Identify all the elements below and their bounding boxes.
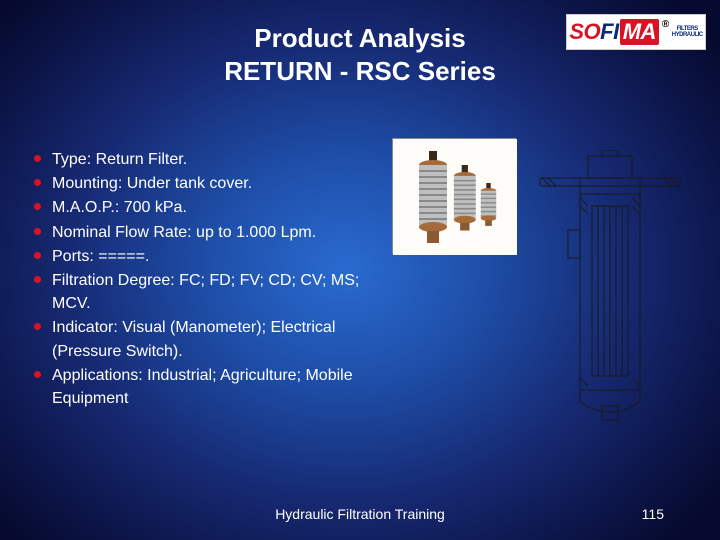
logo-part-so: SO bbox=[569, 19, 600, 45]
diagram-icon bbox=[530, 150, 690, 440]
slide: SO FI MA ® FILTERS HYDRAULIC Product Ana… bbox=[0, 0, 720, 540]
photo-illustration-icon bbox=[393, 139, 517, 255]
bullet-item: Mounting: Under tank cover. bbox=[32, 172, 402, 195]
bullet-item: Applications: Industrial; Agriculture; M… bbox=[32, 364, 402, 410]
footer-text: Hydraulic Filtration Training bbox=[0, 506, 720, 522]
bullet-item: Filtration Degree: FC; FD; FV; CD; CV; M… bbox=[32, 269, 402, 315]
page-number: 115 bbox=[642, 506, 664, 522]
logo-part-fi: FI bbox=[600, 19, 619, 45]
bullet-item: Indicator: Visual (Manometer); Electrica… bbox=[32, 316, 402, 362]
bullet-list: Type: Return Filter.Mounting: Under tank… bbox=[32, 148, 402, 410]
bullet-item: M.A.O.P.: 700 kPa. bbox=[32, 196, 402, 219]
bullet-item: Type: Return Filter. bbox=[32, 148, 402, 171]
brand-logo: SO FI MA ® FILTERS HYDRAULIC bbox=[566, 14, 706, 50]
title-line-2: RETURN - RSC Series bbox=[0, 55, 720, 88]
content-area: Type: Return Filter.Mounting: Under tank… bbox=[32, 148, 402, 411]
technical-diagram bbox=[530, 150, 690, 440]
logo-part-ma: MA bbox=[620, 19, 659, 45]
logo-side-bottom: HYDRAULIC bbox=[672, 32, 703, 38]
bullet-item: Ports: =====. bbox=[32, 245, 402, 268]
logo-side: FILTERS HYDRAULIC bbox=[672, 26, 703, 38]
logo-reg: ® bbox=[662, 19, 669, 30]
bullet-item: Nominal Flow Rate: up to 1.000 Lpm. bbox=[32, 221, 402, 244]
product-photo bbox=[392, 138, 516, 254]
logo-text: SO FI MA ® FILTERS HYDRAULIC bbox=[569, 19, 702, 45]
